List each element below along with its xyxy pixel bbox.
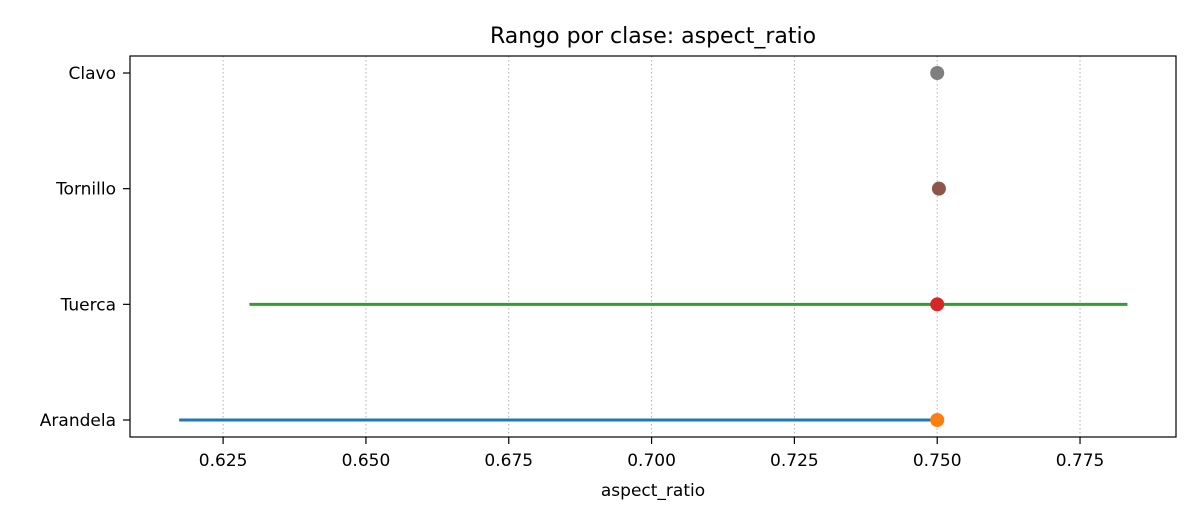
plot-frame	[129, 55, 1177, 438]
x-tick-label: 0.650	[342, 451, 391, 471]
x-tick-label: 0.750	[913, 451, 962, 471]
point-marker-arandela	[930, 413, 945, 428]
y-tick-label: Tornillo	[55, 180, 116, 200]
x-tick-label: 0.775	[1056, 451, 1105, 471]
x-tick-label: 0.675	[484, 451, 533, 471]
x-tick-label: 0.700	[627, 451, 676, 471]
series-layer	[179, 66, 1128, 428]
x-axis: 0.625 0.650 0.675 0.700 0.725 0.750 0.775	[199, 437, 1105, 471]
y-axis: Arandela Tuerca Tornillo Clavo	[40, 64, 130, 431]
x-axis-label: aspect_ratio	[601, 481, 705, 501]
point-marker-clavo	[930, 66, 945, 80]
chart-title: Rango por clase: aspect_ratio	[490, 24, 816, 49]
point-marker-tornillo	[931, 181, 946, 196]
y-tick-label: Tuerca	[60, 295, 116, 315]
x-tick-label: 0.725	[770, 451, 819, 471]
x-tick-label: 0.625	[199, 451, 248, 471]
gridlines	[222, 56, 1081, 437]
y-tick-label: Clavo	[69, 64, 116, 84]
point-marker-tuerca	[930, 297, 945, 312]
y-tick-label: Arandela	[40, 411, 116, 431]
